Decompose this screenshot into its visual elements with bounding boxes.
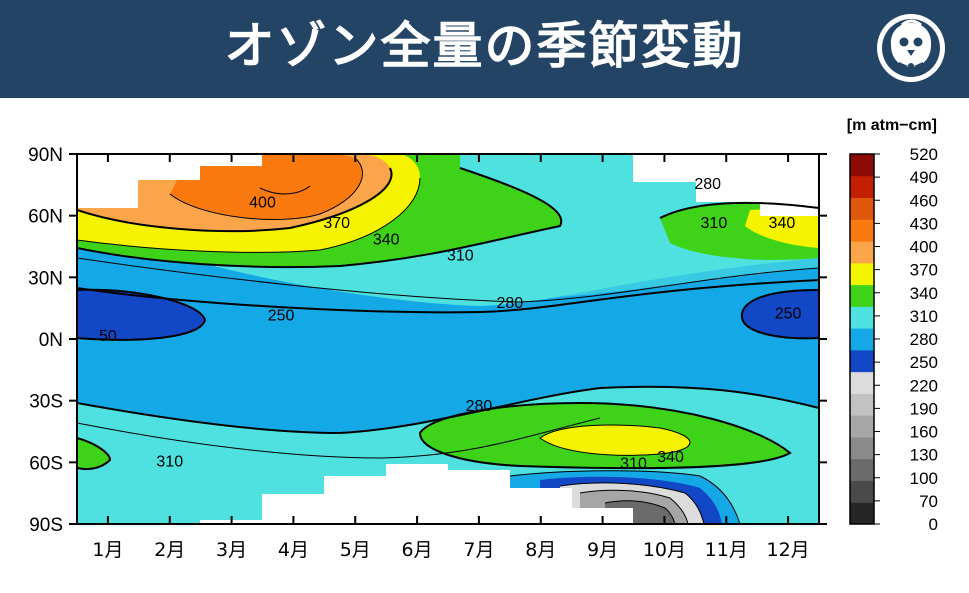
- contour-label: 400: [249, 194, 276, 211]
- x-axis: 1月 2月 3月 4月 5月 6月 7月 8月 9月 10月 11月 12月: [92, 154, 810, 561]
- x-tick-label: 2月: [154, 539, 185, 561]
- colorbar-swatch: [850, 262, 874, 286]
- colorbar-label: 220: [910, 376, 938, 395]
- y-tick-label: 60N: [28, 207, 63, 228]
- colorbar-label: 400: [910, 238, 938, 257]
- colorbar-swatch: [850, 197, 874, 220]
- contour-labels: 400 370 340 310 280 250 50 280 310 340 250 280 310 31…: [99, 176, 845, 473]
- contour-label: 310: [447, 248, 474, 265]
- contour-label: 310: [620, 455, 647, 472]
- x-tick-label: 10月: [643, 539, 686, 561]
- colorbar-swatch: [850, 219, 874, 242]
- colorbar-swatch: [850, 436, 874, 460]
- contour-label: 280: [694, 176, 721, 193]
- contour-label: 250: [268, 307, 295, 324]
- y-tick-label: 60S: [29, 453, 63, 474]
- x-tick-label: 12月: [766, 539, 809, 561]
- colorbar-swatch: [850, 284, 874, 307]
- heatmap-field: 400 370 340 310 280 250 50 280 310 340 250 280 310 31…: [77, 154, 845, 524]
- colorbar-label: 490: [910, 168, 938, 187]
- contour-label: 310: [701, 215, 728, 232]
- colorbar-swatch: [850, 458, 874, 481]
- colorbar-swatch: [850, 306, 874, 329]
- colorbar-label: 430: [910, 214, 938, 233]
- x-tick-label: 3月: [216, 539, 247, 561]
- colorbar-label: 310: [910, 307, 938, 326]
- y-tick-label: 0N: [39, 330, 63, 351]
- colorbar-swatch: [850, 502, 874, 525]
- contour-label: 280: [496, 295, 523, 312]
- contour-label: 50: [99, 328, 117, 345]
- y-tick-label: 30N: [28, 268, 63, 289]
- colorbar-label: 100: [910, 469, 938, 488]
- colorbar-label: 190: [910, 399, 938, 418]
- page-title: オゾン全量の季節変動: [224, 17, 745, 75]
- y-tick-label: 90S: [29, 515, 63, 536]
- contour-label: 280: [818, 332, 845, 349]
- x-tick-label: 1月: [92, 539, 123, 561]
- header-bar: オゾン全量の季節変動: [0, 0, 969, 98]
- colorbar-swatch: [850, 175, 874, 199]
- colorbar-swatch: [850, 328, 874, 351]
- contour-label: 280: [466, 398, 493, 415]
- colorbar-label: 70: [919, 492, 938, 511]
- colorbar-swatch: [850, 393, 874, 416]
- colorbar-label: 460: [910, 191, 938, 210]
- contour-label: 340: [373, 231, 400, 248]
- x-tick-label: 7月: [463, 539, 494, 561]
- colorbar-swatch: [850, 154, 874, 177]
- contour-label: 310: [156, 453, 183, 470]
- colorbar-swatch: [850, 241, 874, 264]
- colorbar-label: 520: [910, 145, 938, 164]
- penguin-mascot-icon: [877, 14, 945, 82]
- colorbar-swatch: [850, 415, 874, 438]
- x-tick-label: 9月: [587, 539, 618, 561]
- colorbar-label: 370: [910, 261, 938, 280]
- x-tick-label: 4月: [278, 539, 309, 561]
- contour-label: 250: [775, 305, 802, 322]
- colorbar-label: 160: [910, 423, 938, 442]
- colorbar-label: 0: [929, 515, 938, 534]
- x-tick-label: 8月: [525, 539, 556, 561]
- colorbar-swatch: [850, 349, 874, 373]
- y-tick-label: 90N: [28, 145, 63, 166]
- y-tick-label: 30S: [29, 392, 63, 413]
- unit-label: [m atm−cm]: [847, 117, 937, 134]
- x-tick-label: 5月: [340, 539, 371, 561]
- contour-label: 340: [769, 215, 796, 232]
- contour-label: 370: [323, 215, 350, 232]
- colorbar-swatch: [850, 371, 874, 394]
- colorbar-label: 130: [910, 446, 938, 465]
- colorbar-swatch: [850, 480, 874, 503]
- x-tick-label: 11月: [705, 539, 748, 561]
- ozone-chart: 400 370 340 310 280 250 50 280 310 340 250 280 310 31…: [28, 117, 938, 561]
- colorbar-label: 250: [910, 353, 938, 372]
- y-axis: 90N 60N 30N 0N 30S 60S 90S: [28, 145, 827, 536]
- colorbar-label: 280: [910, 330, 938, 349]
- colorbar: 0 70 100 130 160 190 220 250 280 310 340 370 400 430 4…: [849, 145, 938, 534]
- colorbar-label: 340: [910, 284, 938, 303]
- x-tick-label: 6月: [402, 539, 433, 561]
- contour-label: 340: [657, 449, 684, 466]
